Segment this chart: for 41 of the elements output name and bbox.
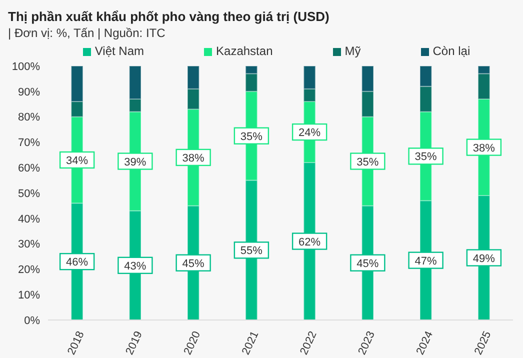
x-tick-label: 2021 [240, 329, 262, 357]
y-tick-label: 30% [18, 238, 40, 251]
data-label: 43% [124, 260, 146, 272]
legend-label: Mỹ [344, 44, 361, 58]
data-label: 35% [356, 156, 379, 168]
x-tick-label: 2020 [182, 329, 204, 357]
y-tick-label: 40% [18, 213, 40, 226]
data-label: 46% [66, 256, 88, 269]
data-label: 38% [182, 152, 205, 164]
data-label: 49% [472, 252, 496, 265]
chart-subtitle: | Đơn vị: %, Tấn | Nguồn: ITC [8, 26, 166, 40]
data-label: 39% [124, 156, 146, 168]
data-label: 55% [240, 245, 263, 258]
data-label: 45% [356, 258, 379, 270]
y-tick-label: 60% [18, 162, 40, 175]
y-tick-label: 90% [18, 86, 40, 98]
y-tick-label: 50% [18, 188, 40, 200]
y-tick-label: 70% [18, 137, 40, 150]
data-label: 34% [66, 154, 88, 167]
y-tick-label: 10% [18, 290, 40, 302]
x-tick-label: 2025 [472, 329, 494, 357]
x-tick-label: 2024 [414, 329, 436, 357]
x-tick-label: 2023 [356, 329, 378, 357]
legend-label: Kazahstan [216, 44, 273, 58]
x-tick-label: 2019 [124, 329, 145, 357]
legend-label: Còn lại [432, 44, 470, 58]
legend-label: Việt Nam [94, 44, 144, 58]
x-tick-label: 2022 [298, 329, 320, 357]
y-tick-label: 20% [18, 264, 40, 276]
data-label: 45% [182, 258, 205, 270]
data-label: 38% [472, 142, 496, 154]
data-label: 47% [414, 255, 438, 268]
data-label: 35% [414, 151, 438, 164]
data-label: 35% [240, 130, 263, 143]
y-tick-label: 80% [18, 112, 40, 124]
y-tick-label: 100% [12, 60, 40, 73]
data-label: 62% [298, 236, 321, 248]
y-tick-label: 0% [24, 314, 40, 327]
data-label: 24% [298, 127, 321, 140]
x-tick-label: 2018 [66, 329, 87, 357]
chart-title: Thị phần xuất khẩu phốt pho vàng theo giá trị (USD) [8, 9, 330, 24]
